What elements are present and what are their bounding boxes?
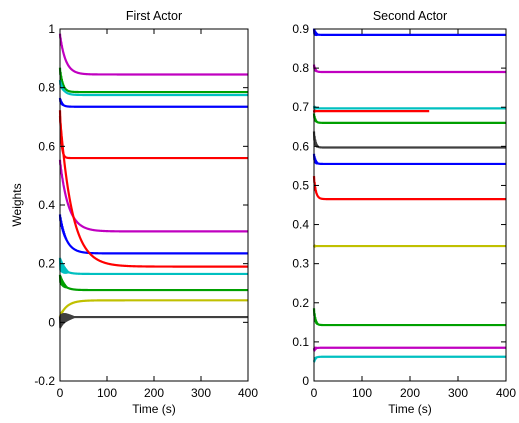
y-tick-label: 0.1 [292, 335, 309, 349]
series-line-3 [58, 79, 249, 97]
series-line-4 [58, 97, 249, 108]
series-line-7 [58, 214, 249, 255]
y-tick-label: 0.3 [292, 257, 309, 271]
x-tick-label: 400 [496, 386, 516, 400]
series-line-11 [58, 299, 249, 318]
series-line-12 [312, 355, 507, 363]
y-tick-label: 0.5 [292, 178, 309, 192]
y-tick-label: 0.9 [292, 22, 309, 36]
chart-title: Second Actor [373, 9, 447, 23]
chart-2: 0 100 200 300 400 0 0.1 0.2 0.3 0.4 0.5 0.6 0.7 0.8 0.… [292, 9, 516, 416]
x-tick-label: 200 [400, 386, 420, 400]
y-tick-label: 0.6 [292, 139, 309, 153]
x-tick-label: 0 [57, 386, 64, 400]
series-line-2 [58, 67, 249, 94]
y-tick-label: 0.2 [38, 257, 55, 271]
series-line-7 [312, 153, 507, 166]
y-tick-label: 0.7 [292, 100, 309, 114]
y-axis-label: Weights [10, 183, 24, 226]
series-line-3 [312, 105, 507, 110]
chart-title: First Actor [126, 9, 182, 23]
series-line-8 [312, 176, 507, 201]
y-tick-label: 0 [48, 315, 55, 329]
x-tick-label: 300 [191, 386, 211, 400]
series-line-9 [58, 257, 249, 276]
series-group [58, 33, 249, 329]
x-axis-label: Time (s) [132, 402, 176, 416]
y-tick-label: 0.6 [38, 139, 55, 153]
x-tick-label: 100 [97, 386, 117, 400]
series-line-1 [312, 28, 507, 37]
x-tick-label: 300 [448, 386, 468, 400]
y-tick-label: -0.2 [34, 374, 55, 388]
y-tick-label: 0.8 [38, 81, 55, 95]
series-line-10 [312, 308, 507, 327]
series-line-5 [58, 110, 249, 160]
x-tick-label: 100 [352, 386, 372, 400]
axes-box [313, 28, 507, 382]
series-line-1 [58, 33, 249, 76]
series-line-6 [58, 159, 249, 233]
y-tick-label: 0.2 [292, 296, 309, 310]
x-axis-label: Time (s) [388, 402, 432, 416]
series-line-5 [312, 113, 507, 124]
y-tick-label: 0.8 [292, 61, 309, 75]
x-tick-label: 0 [311, 386, 318, 400]
y-tick-label: 1 [48, 22, 55, 36]
x-tick-label: 200 [144, 386, 164, 400]
series-line-9 [312, 244, 507, 248]
series-line-2 [312, 64, 507, 74]
series-line-6 [312, 131, 507, 149]
x-tick-label: 400 [238, 386, 258, 400]
series-group [312, 28, 507, 363]
series-line-4 [312, 109, 431, 113]
y-tick-label: 0 [302, 374, 309, 388]
series-line-10 [58, 274, 249, 292]
y-tick-label: 0.4 [38, 198, 55, 212]
axes-box [59, 28, 249, 382]
series-line-8 [58, 116, 249, 268]
y-tick-label: 0.4 [292, 218, 309, 232]
series-line-12 [58, 313, 249, 329]
series-line-11 [312, 346, 507, 352]
